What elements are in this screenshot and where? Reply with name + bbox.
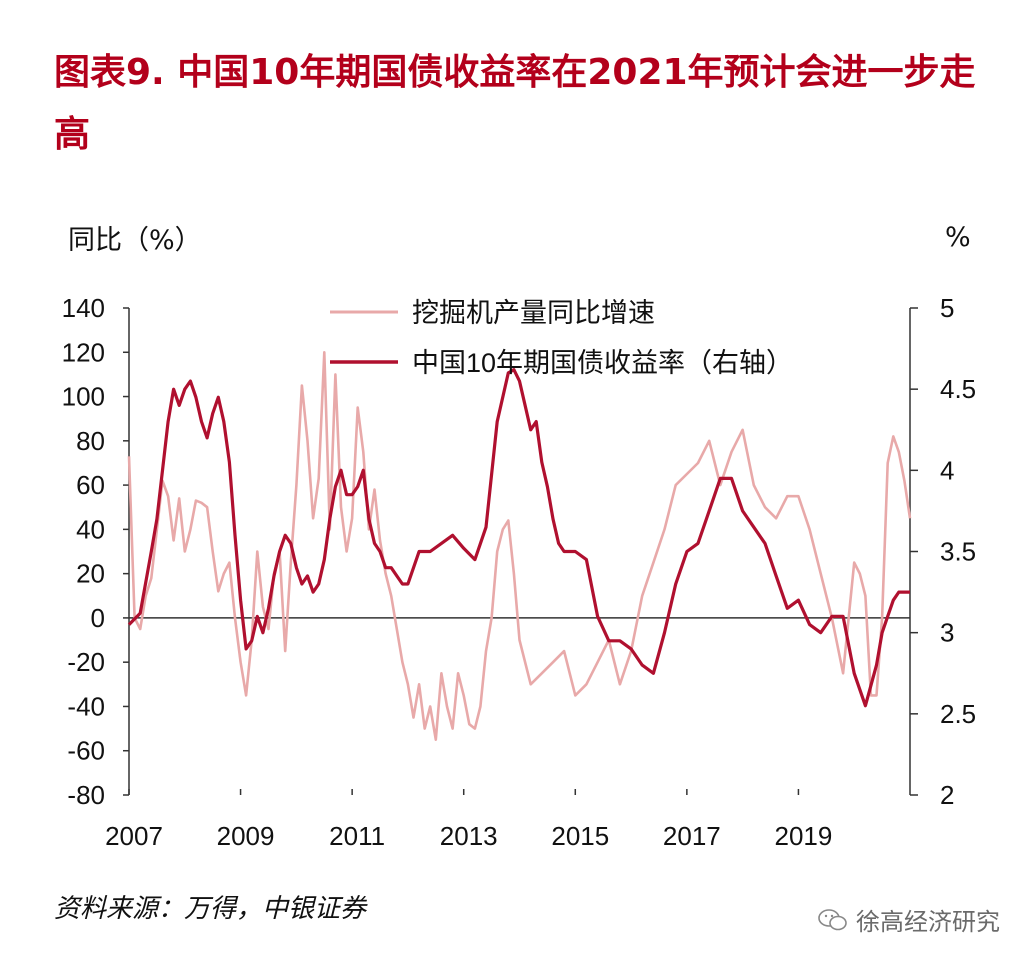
left-tick-label: 60: [76, 470, 105, 500]
wechat-icon: [818, 908, 847, 930]
x-tick-label: 2011: [329, 821, 385, 851]
left-tick-label: 20: [76, 559, 105, 589]
legend-label: 中国10年期国债收益率（右轴）: [412, 348, 793, 378]
left-tick-label: 40: [76, 514, 105, 544]
x-tick-label: 2015: [551, 821, 609, 851]
x-tick-label: 2017: [663, 821, 721, 851]
left-tick-label: 0: [91, 603, 105, 633]
watermark-text: 徐高经济研究: [856, 908, 1000, 936]
source-note: 资料来源：万得，中银证券: [54, 894, 367, 924]
right-tick-label: 2.5: [940, 699, 976, 729]
left-tick-label: -40: [67, 691, 105, 721]
left-tick-label: 120: [62, 337, 105, 367]
axes-group: 140 120 100 80 60 40 20 0 -20 -40 -60 -80 5 4.5 4 3.5 3 2…: [62, 293, 977, 851]
legend-label: 挖掘机产量同比增速: [412, 298, 655, 328]
right-tick-label: 3: [940, 618, 954, 648]
left-tick-label: -60: [67, 736, 105, 766]
x-tick-label: 2013: [440, 821, 498, 851]
left-tick-label: 100: [62, 382, 105, 412]
excavator-output-line: [127, 350, 912, 742]
right-tick-label: 4.5: [940, 374, 976, 404]
left-tick-label: -20: [67, 647, 105, 677]
left-tick-label: 80: [76, 426, 105, 456]
watermark: 徐高经济研究: [818, 902, 1000, 937]
series-layer: [127, 350, 912, 742]
left-tick-label: -80: [67, 780, 105, 810]
x-tick-label: 2009: [217, 821, 275, 851]
x-tick-label: 2019: [775, 821, 833, 851]
right-tick-label: 3.5: [940, 537, 976, 567]
left-axis-unit-label: 同比（%）: [68, 225, 202, 256]
right-axis-unit-label: %: [945, 222, 971, 253]
right-tick-label: 5: [940, 293, 954, 323]
chart-title: 图表9. 中国10年期国债收益率在2021年预计会进一步走高: [54, 52, 976, 155]
bond-yield-line: [127, 368, 910, 708]
right-tick-label: 2: [940, 780, 954, 810]
x-tick-label: 2007: [105, 821, 163, 851]
right-tick-label: 4: [940, 455, 954, 485]
left-tick-label: 140: [62, 293, 105, 323]
